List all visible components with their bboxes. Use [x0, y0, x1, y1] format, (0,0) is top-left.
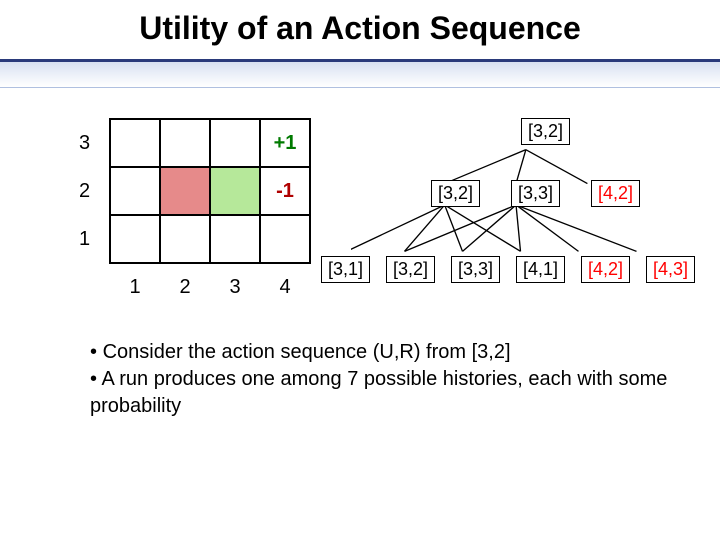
tree-leaf-0: [3,1] [321, 256, 370, 283]
cell-3-3 [210, 119, 260, 167]
cell-2-4: -1 [260, 167, 310, 215]
cell-1-2 [160, 215, 210, 263]
cell-3-1 [110, 119, 160, 167]
tree-mid-1: [3,3] [511, 180, 560, 207]
row-label-3: 3 [60, 119, 110, 167]
tree-leaf-2: [3,3] [451, 256, 500, 283]
tree-mid-0: [3,2] [431, 180, 480, 207]
cell-1-1 [110, 215, 160, 263]
goal-plus-label: +1 [274, 132, 297, 154]
cell-3-2 [160, 119, 210, 167]
tree-leaf-5: [4,3] [646, 256, 695, 283]
header-band [0, 62, 720, 88]
cell-1-4 [260, 215, 310, 263]
cell-3-4: +1 [260, 119, 310, 167]
goal-minus-label: -1 [276, 180, 294, 202]
grid-world: 3 +1 2 -1 1 [60, 118, 311, 311]
bullet-list: • Consider the action sequence (U,R) fro… [60, 339, 690, 420]
tree-leaf-3: [4,1] [516, 256, 565, 283]
cell-2-3-start [210, 167, 260, 215]
tree-leaf-4: [4,2] [581, 256, 630, 283]
col-label-3: 3 [210, 263, 260, 311]
tree-diagram: [3,2][3,2][3,3][4,2][3,1][3,2][3,3][4,1]… [351, 118, 690, 308]
col-label-2: 2 [160, 263, 210, 311]
tree-mid-2: [4,2] [591, 180, 640, 207]
bullet-1: • Consider the action sequence (U,R) fro… [90, 339, 690, 366]
row-label-2: 2 [60, 167, 110, 215]
row-label-empty [60, 263, 110, 311]
tree-leaf-1: [3,2] [386, 256, 435, 283]
cell-2-2-obstacle [160, 167, 210, 215]
tree-root: [3,2] [521, 118, 570, 145]
col-label-1: 1 [110, 263, 160, 311]
cell-2-1 [110, 167, 160, 215]
col-label-4: 4 [260, 263, 310, 311]
row-label-1: 1 [60, 215, 110, 263]
slide-title: Utility of an Action Sequence [0, 0, 720, 62]
bullet-2: • A run produces one among 7 possible hi… [90, 366, 690, 420]
content-area: 3 +1 2 -1 1 [0, 88, 720, 420]
cell-1-3 [210, 215, 260, 263]
